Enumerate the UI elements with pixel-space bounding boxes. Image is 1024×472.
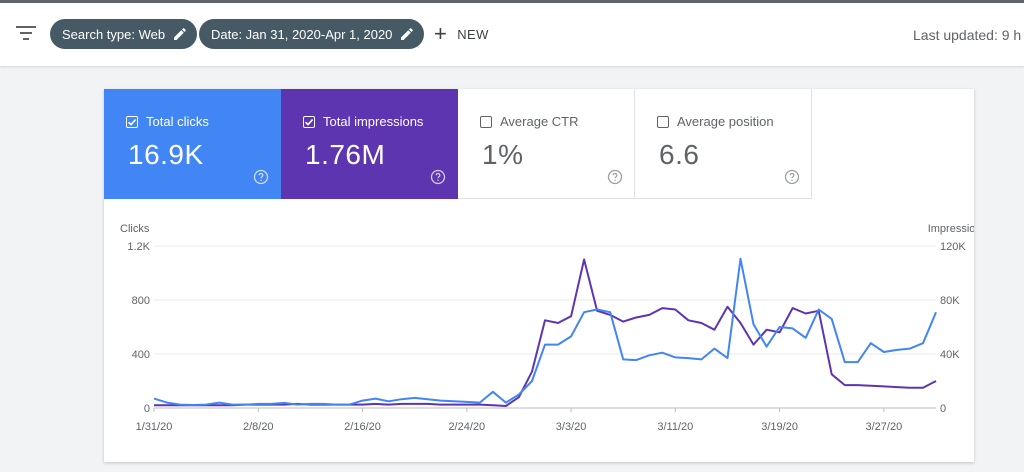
help-icon[interactable] [253, 169, 269, 185]
search-type-chip[interactable]: Search type: Web [50, 19, 198, 49]
metric-value: 6.6 [659, 139, 700, 170]
metric-label-row: Total clicks [126, 114, 209, 129]
x-tick-label: 1/31/20 [136, 421, 173, 433]
y-right-tick-label: 0 [940, 403, 946, 415]
toolbar: Search type: Web Date: Jan 31, 2020-Apr … [0, 0, 1024, 66]
new-filter-label: NEW [457, 26, 489, 42]
help-icon[interactable] [430, 169, 446, 185]
right-axis-title: Impressions [928, 223, 974, 235]
x-tick-label: 2/8/20 [243, 421, 274, 433]
y-left-tick-label: 0 [144, 403, 150, 415]
metric-total-clicks[interactable]: Total clicks 16.9K [104, 89, 281, 199]
metric-label: Total impressions [323, 114, 424, 129]
help-icon[interactable] [784, 169, 800, 185]
performance-card: Total clicks 16.9K Total impressions 1.7… [104, 89, 974, 462]
metric-value: 1% [482, 139, 524, 170]
date-range-chip[interactable]: Date: Jan 31, 2020-Apr 1, 2020 [199, 19, 425, 49]
checkbox-checked-icon[interactable] [126, 115, 138, 128]
metric-label: Average CTR [500, 114, 579, 129]
performance-line-chart[interactable]: Clicks Impressions 1.2K 120K 800 80K 400 40K 0 0 1… [104, 199, 974, 462]
y-left-tick-label: 400 [132, 349, 150, 361]
y-right-tick-label: 40K [940, 349, 960, 361]
metric-label-row: Average CTR [480, 114, 579, 129]
metric-label-row: Average position [657, 114, 774, 129]
date-range-chip-label: Date: Jan 31, 2020-Apr 1, 2020 [211, 26, 393, 42]
metric-average-position[interactable]: Average position 6.6 [635, 89, 812, 199]
metric-value: 16.9K [128, 139, 204, 170]
plus-icon: + [434, 21, 448, 46]
y-left-tick-label: 1.2K [127, 241, 150, 253]
metric-value: 1.76M [305, 139, 386, 170]
metric-label: Average position [677, 114, 774, 129]
x-tick-label: 3/3/20 [556, 421, 587, 433]
new-filter-button[interactable]: + NEW [434, 19, 489, 49]
clicks-series-line [153, 257, 937, 406]
x-tick-label: 2/24/20 [448, 421, 485, 433]
checkbox-checked-icon[interactable] [303, 115, 315, 128]
help-icon[interactable] [607, 169, 623, 185]
metric-average-ctr[interactable]: Average CTR 1% [458, 89, 635, 199]
metric-total-impressions[interactable]: Total impressions 1.76M [281, 89, 458, 199]
x-tick-label: 3/19/20 [761, 421, 798, 433]
x-tick-label: 2/16/20 [344, 421, 381, 433]
search-type-chip-label: Search type: Web [62, 26, 166, 42]
x-tick-label: 3/11/20 [657, 421, 693, 433]
last-updated-text: Last updated: 9 h [913, 27, 1022, 43]
y-right-tick-label: 120K [940, 241, 966, 253]
y-left-tick-label: 800 [132, 295, 150, 307]
x-tick-label: 3/27/20 [866, 421, 903, 433]
filter-list-icon[interactable] [16, 24, 36, 42]
metric-label-row: Total impressions [303, 114, 423, 129]
left-axis-title: Clicks [120, 223, 150, 235]
pencil-icon [174, 28, 186, 40]
impressions-series-line [154, 258, 937, 407]
y-right-tick-label: 80K [940, 295, 960, 307]
metric-label: Total clicks [146, 114, 209, 129]
checkbox-unchecked-icon[interactable] [657, 115, 669, 128]
pencil-icon [401, 28, 414, 40]
metric-tiles: Total clicks 16.9K Total impressions 1.7… [104, 89, 812, 199]
checkbox-unchecked-icon[interactable] [480, 115, 492, 128]
